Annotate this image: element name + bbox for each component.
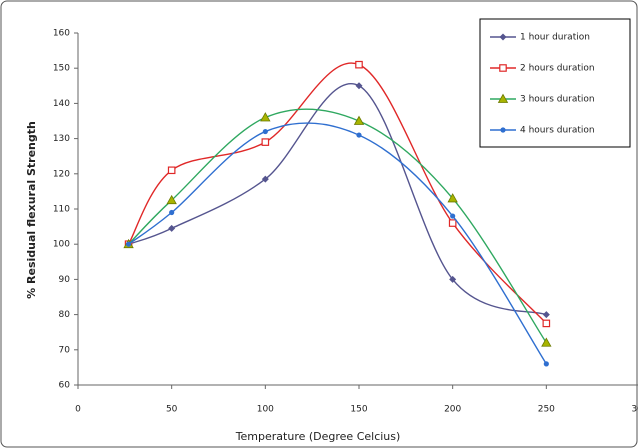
y-axis-label: % Residual flexural Strength: [25, 121, 38, 299]
series-line: [128, 83, 547, 316]
x-tick-label: 150: [350, 405, 367, 415]
y-tick-label: 90: [59, 275, 71, 285]
x-tick-label: 200: [444, 405, 461, 415]
marker: [356, 132, 362, 138]
marker: [261, 138, 270, 146]
y-tick-label: 160: [53, 29, 70, 39]
marker: [167, 166, 176, 175]
legend-marker: [499, 64, 507, 72]
marker: [450, 213, 456, 219]
y-tick-label: 70: [59, 345, 71, 355]
x-axis-label: Temperature (Degree Celcius): [235, 430, 401, 443]
x-tick-label: 50: [166, 405, 178, 415]
marker: [542, 311, 550, 319]
marker: [260, 112, 271, 122]
legend-label: 2 hours duration: [520, 64, 595, 74]
legend-marker: [499, 33, 507, 41]
marker: [355, 60, 363, 69]
marker: [262, 128, 268, 135]
y-tick-label: 120: [53, 169, 70, 179]
marker: [448, 219, 457, 227]
x-tick-label: 250: [538, 405, 555, 415]
marker: [169, 209, 175, 216]
y-tick-label: 140: [53, 99, 70, 109]
y-tick-label: 150: [53, 64, 70, 74]
marker: [541, 337, 552, 347]
legend-marker: [500, 127, 506, 133]
marker: [168, 224, 176, 232]
marker: [166, 194, 177, 205]
legend-marker: [497, 93, 509, 103]
marker: [125, 241, 132, 247]
y-tick-label: 80: [59, 310, 71, 320]
y-tick-label: 60: [59, 381, 71, 391]
marker: [447, 193, 458, 203]
marker: [355, 82, 363, 90]
marker: [449, 275, 457, 283]
x-tick-label: 0: [75, 405, 81, 415]
marker: [261, 175, 269, 183]
marker: [542, 319, 551, 328]
legend-label: 3 hours duration: [520, 95, 595, 105]
legend-label: 1 hour duration: [520, 33, 590, 43]
marker: [543, 361, 549, 367]
y-tick-label: 130: [53, 134, 70, 144]
marker: [353, 115, 365, 125]
y-tick-label: 110: [53, 205, 70, 215]
y-tick-label: 100: [53, 240, 70, 250]
x-tick-label: 300: [631, 405, 638, 415]
x-tick-label: 100: [257, 405, 274, 415]
legend-label: 4 hours duration: [520, 126, 595, 136]
legend-box: [479, 18, 631, 148]
